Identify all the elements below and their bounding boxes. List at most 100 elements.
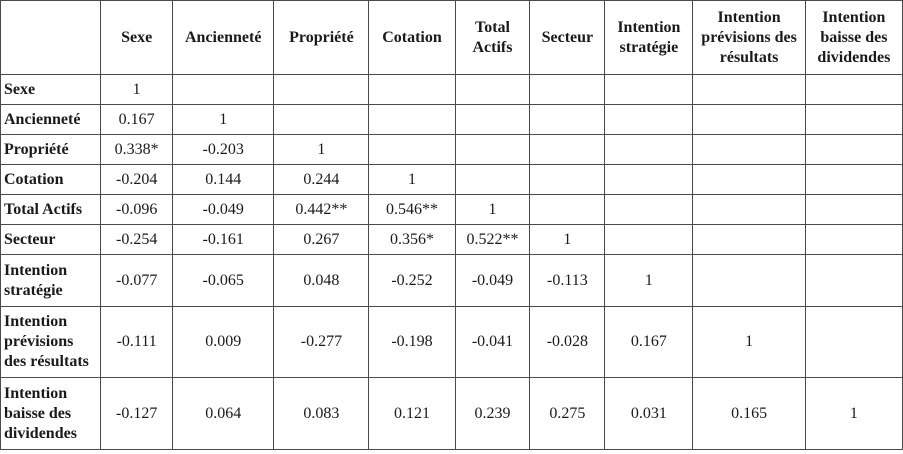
table-row: Secteur -0.254 -0.161 0.267 0.356* 0.522… (0, 224, 903, 255)
row-header: Intention prévisions des résultats (0, 306, 102, 378)
row-header: Propriété (0, 134, 102, 165)
table-cell (454, 134, 531, 165)
table-cell: -0.041 (454, 306, 531, 378)
column-header-total-actifs: Total Actifs (454, 0, 531, 75)
column-header-intention-previsions: Intention prévisions des résultats (692, 0, 806, 75)
corner-cell (0, 0, 102, 75)
table-cell: 1 (172, 104, 275, 135)
table-cell: -0.277 (273, 306, 370, 378)
table-cell (804, 254, 903, 307)
table-cell (692, 164, 806, 195)
table-cell: 1 (604, 254, 694, 307)
table-row: Propriété 0.338* -0.203 1 (0, 134, 903, 165)
table-cell: 0.048 (273, 254, 370, 307)
table-cell (804, 164, 903, 195)
table-cell: -0.049 (172, 194, 275, 225)
table-row: Cotation -0.204 0.144 0.244 1 (0, 164, 903, 195)
table-cell: -0.049 (454, 254, 531, 307)
table-cell: -0.252 (368, 254, 456, 307)
table-cell: 0.083 (273, 377, 370, 450)
table-cell: 0.009 (172, 306, 275, 378)
column-header-intention-baisse: Intention baisse des dividendes (804, 0, 903, 75)
table-cell (604, 164, 694, 195)
table-cell: -0.161 (172, 224, 275, 255)
table-cell (692, 254, 806, 307)
table-cell: 0.144 (172, 164, 275, 195)
table-cell: -0.111 (100, 306, 174, 378)
column-header-cotation: Cotation (368, 0, 456, 75)
table-cell: 0.031 (604, 377, 694, 450)
table-row: Intention prévisions des résultats -0.11… (0, 306, 903, 378)
column-header-anciennete: Ancienneté (172, 0, 275, 75)
table-cell: 0.338* (100, 134, 174, 165)
table-cell (529, 164, 606, 195)
table-cell (604, 74, 694, 105)
table-cell (804, 134, 903, 165)
table-cell: 0.267 (273, 224, 370, 255)
table-row: Intention stratégie -0.077 -0.065 0.048 … (0, 254, 903, 307)
table-cell: 0.165 (692, 377, 806, 450)
table-cell (804, 194, 903, 225)
table-cell (604, 134, 694, 165)
table-row: Sexe 1 (0, 74, 903, 105)
table-cell: 0.244 (273, 164, 370, 195)
table-row: Intention baisse des dividendes -0.127 0… (0, 377, 903, 450)
table-cell (804, 224, 903, 255)
table-cell: 0.546** (368, 194, 456, 225)
table-cell: 1 (804, 377, 903, 450)
column-header-propriete: Propriété (273, 0, 370, 75)
table-cell: 1 (273, 134, 370, 165)
table-cell: 0.121 (368, 377, 456, 450)
table-cell (273, 104, 370, 135)
table-cell (604, 104, 694, 135)
table-cell (368, 134, 456, 165)
table-cell: 1 (100, 74, 174, 105)
table-cell (368, 104, 456, 135)
table-cell (604, 224, 694, 255)
table-cell: -0.198 (368, 306, 456, 378)
table-cell: -0.127 (100, 377, 174, 450)
column-header-intention-strategie: Intention stratégie (604, 0, 694, 75)
table-cell (692, 134, 806, 165)
table-cell: 1 (692, 306, 806, 378)
table-cell: 0.356* (368, 224, 456, 255)
table-cell (804, 104, 903, 135)
table-cell (368, 74, 456, 105)
table-cell (692, 74, 806, 105)
table-cell (454, 164, 531, 195)
table-cell: 1 (368, 164, 456, 195)
table-cell: 0.167 (100, 104, 174, 135)
table-cell (804, 74, 903, 105)
table-cell: -0.254 (100, 224, 174, 255)
table-cell (804, 306, 903, 378)
table-cell (692, 194, 806, 225)
table-cell: -0.113 (529, 254, 606, 307)
header-row: Sexe Ancienneté Propriété Cotation Total… (0, 0, 903, 75)
table-cell: -0.096 (100, 194, 174, 225)
table-cell: -0.203 (172, 134, 275, 165)
table-cell: -0.204 (100, 164, 174, 195)
table-cell (692, 104, 806, 135)
row-header: Total Actifs (0, 194, 102, 225)
table-cell: -0.065 (172, 254, 275, 307)
table-cell: 0.064 (172, 377, 275, 450)
row-header: Secteur (0, 224, 102, 255)
table-cell: 1 (529, 224, 606, 255)
table-cell (454, 74, 531, 105)
table-cell (529, 104, 606, 135)
table-cell (454, 104, 531, 135)
column-header-secteur: Secteur (529, 0, 606, 75)
table-cell: 0.522** (454, 224, 531, 255)
table-cell (529, 74, 606, 105)
table-cell (604, 194, 694, 225)
table-cell: 0.167 (604, 306, 694, 378)
row-header: Cotation (0, 164, 102, 195)
table-cell (172, 74, 275, 105)
table-cell (273, 74, 370, 105)
table-cell: 0.239 (454, 377, 531, 450)
table-row: Ancienneté 0.167 1 (0, 104, 903, 135)
row-header: Ancienneté (0, 104, 102, 135)
row-header: Sexe (0, 74, 102, 105)
table-cell: -0.028 (529, 306, 606, 378)
